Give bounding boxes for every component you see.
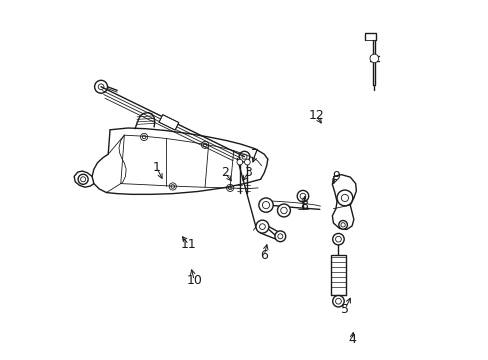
Text: 9: 9 [331, 170, 339, 183]
Circle shape [338, 221, 346, 229]
Text: 7: 7 [251, 148, 259, 161]
Circle shape [369, 54, 378, 63]
Circle shape [297, 190, 308, 202]
Circle shape [332, 296, 344, 307]
Circle shape [255, 220, 268, 233]
Circle shape [277, 204, 290, 217]
Text: 6: 6 [260, 249, 267, 262]
Text: 4: 4 [347, 333, 355, 346]
Polygon shape [159, 114, 179, 130]
Circle shape [237, 159, 242, 165]
Text: 10: 10 [186, 274, 202, 287]
Text: 11: 11 [181, 238, 196, 251]
Circle shape [336, 190, 352, 206]
Text: 2: 2 [221, 166, 228, 179]
Circle shape [258, 198, 273, 212]
Text: 1: 1 [152, 161, 160, 174]
Circle shape [244, 159, 250, 165]
Text: 12: 12 [308, 109, 324, 122]
Circle shape [332, 233, 344, 245]
Circle shape [78, 174, 88, 184]
Text: 5: 5 [340, 303, 348, 316]
Circle shape [274, 231, 285, 242]
Text: 8: 8 [299, 199, 307, 212]
Text: 3: 3 [244, 166, 251, 179]
